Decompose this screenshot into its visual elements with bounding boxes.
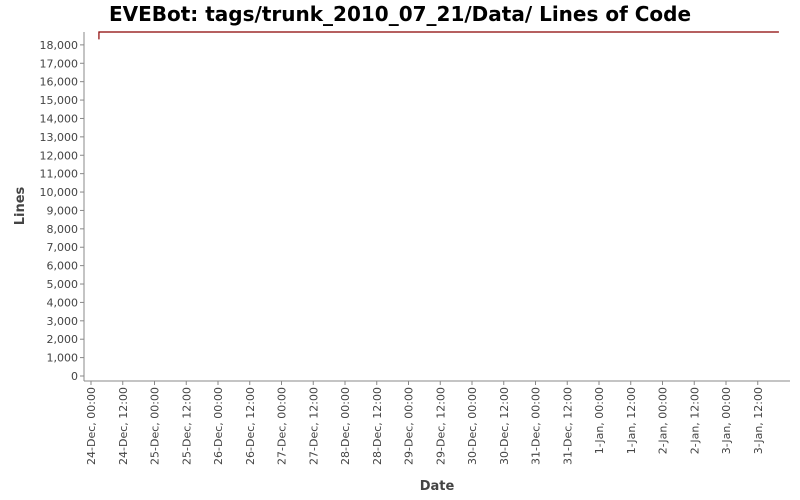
y-tick-label: 13,000 [40, 131, 79, 144]
y-tick-label: 4,000 [47, 296, 79, 309]
y-axis-label: Lines [13, 186, 28, 225]
x-tick-label: 1-Jan, 12:00 [625, 387, 638, 454]
series-layer [98, 31, 779, 40]
chart-title: EVEBot: tags/trunk_2010_07_21/Data/ Line… [108, 2, 692, 26]
y-tick-label: 3,000 [47, 315, 79, 328]
x-tick-label: 28-Dec, 12:00 [371, 387, 384, 465]
y-tick-label: 7,000 [47, 241, 79, 254]
y-tick-label: 1,000 [47, 352, 79, 365]
y-tick-label: 10,000 [40, 186, 79, 199]
x-tick-label: 27-Dec, 12:00 [307, 387, 320, 465]
x-tick-label: 31-Dec, 00:00 [530, 387, 543, 465]
y-tick-label: 12,000 [40, 149, 79, 162]
x-tick-label: 29-Dec, 00:00 [403, 387, 416, 465]
x-tick-label: 2-Jan, 00:00 [657, 387, 670, 454]
x-tick-label: 24-Dec, 12:00 [117, 387, 130, 465]
y-tick-label: 8,000 [47, 223, 79, 236]
y-tick-label: 0 [71, 370, 78, 383]
x-tick-label: 29-Dec, 12:00 [434, 387, 447, 465]
x-tick-label: 1-Jan, 00:00 [593, 387, 606, 454]
x-tick-label: 26-Dec, 00:00 [212, 387, 225, 465]
y-tick-label: 18,000 [40, 39, 79, 52]
y-tick-label: 15,000 [40, 94, 79, 107]
x-tick-label: 25-Dec, 12:00 [180, 387, 193, 465]
y-tick-label: 11,000 [40, 168, 79, 181]
y-tick-label: 9,000 [47, 204, 79, 217]
x-tick-label: 30-Dec, 12:00 [498, 387, 511, 465]
series-line [98, 31, 779, 40]
y-tick-label: 14,000 [40, 112, 79, 125]
y-axis-ticks: 0 1,000 2,000 3,000 4,000 5,000 6,000 7,000 8,00… [40, 39, 84, 383]
x-tick-label: 2-Jan, 12:00 [688, 387, 701, 454]
x-tick-label: 26-Dec, 12:00 [244, 387, 257, 465]
y-tick-label: 5,000 [47, 278, 79, 291]
x-tick-label: 28-Dec, 00:00 [339, 387, 352, 465]
x-tick-label: 3-Jan, 00:00 [720, 387, 733, 454]
y-tick-label: 17,000 [40, 57, 79, 70]
x-axis-label: Date [420, 479, 455, 494]
x-tick-label: 3-Jan, 12:00 [752, 387, 765, 454]
x-tick-label: 25-Dec, 00:00 [149, 387, 162, 465]
x-axis-ticks: 24-Dec, 00:00 24-Dec, 12:00 25-Dec, 00:00 2… [85, 381, 765, 465]
x-tick-label: 24-Dec, 00:00 [85, 387, 98, 465]
x-tick-label: 30-Dec, 00:00 [466, 387, 479, 465]
y-tick-label: 6,000 [47, 260, 79, 273]
y-tick-label: 16,000 [40, 76, 79, 89]
axes [83, 32, 790, 382]
y-tick-label: 2,000 [47, 333, 79, 346]
x-tick-label: 31-Dec, 12:00 [561, 387, 574, 465]
x-tick-label: 27-Dec, 00:00 [276, 387, 289, 465]
